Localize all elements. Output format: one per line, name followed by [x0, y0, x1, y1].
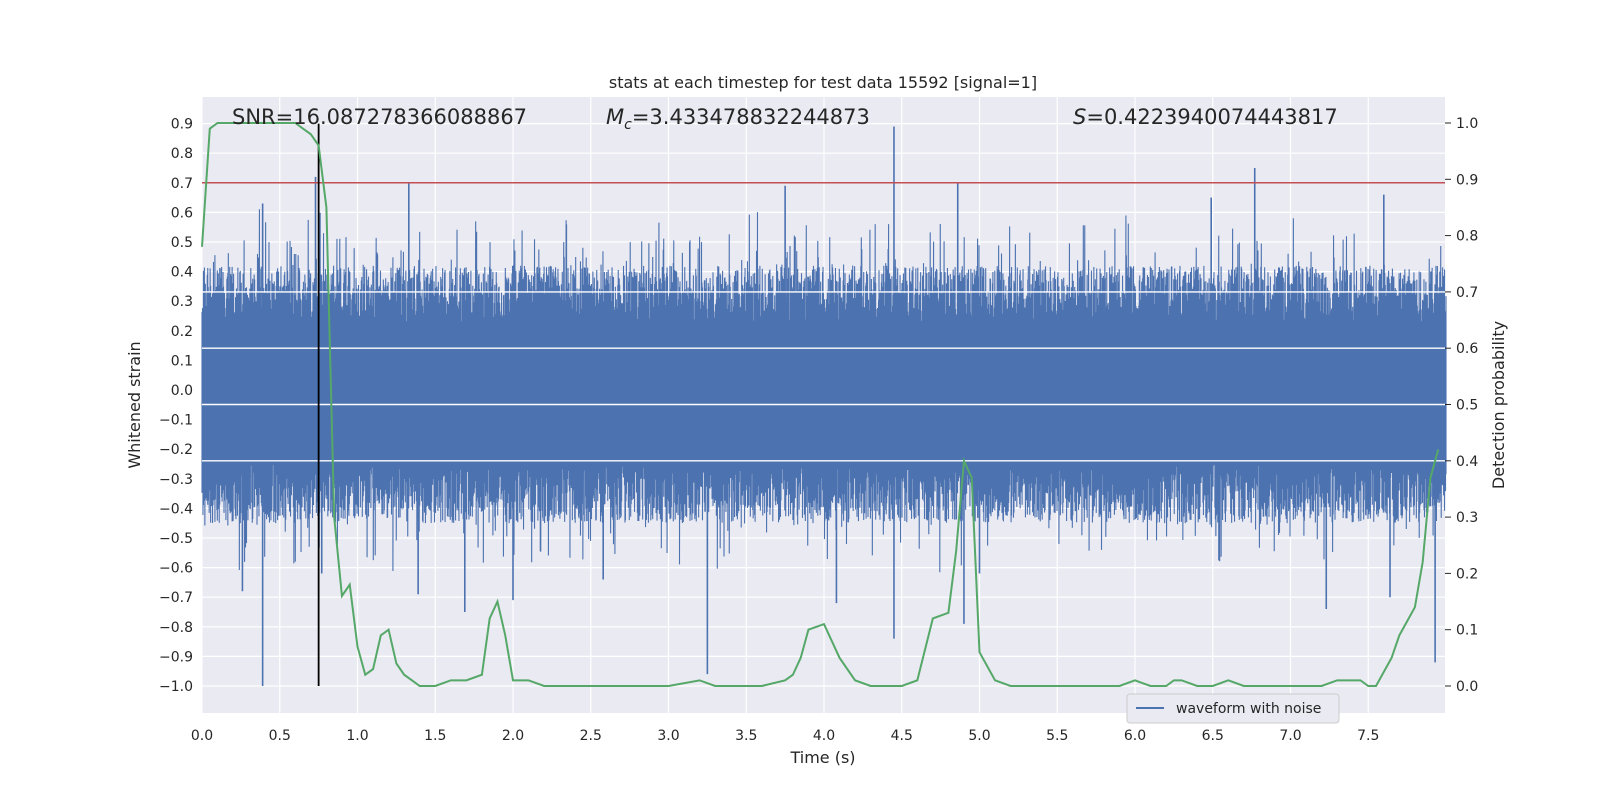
y-tick-label-left: 0.5: [171, 235, 193, 251]
y-tick-label-right: 0.2: [1456, 566, 1478, 582]
y-tick-label-left: 0.3: [171, 294, 193, 310]
y-tick-label-left: −0.7: [159, 590, 193, 606]
x-tick-label: 2.0: [502, 728, 524, 744]
snr-annotation: SNR=16.087278366088867: [232, 105, 527, 129]
x-tick-label: 5.0: [968, 728, 990, 744]
y-tick-label-left: 0.8: [171, 146, 193, 162]
y-tick-label-left: −0.3: [159, 472, 193, 488]
legend: waveform with noise: [1126, 693, 1340, 724]
s-value: =0.4223940074443817: [1086, 105, 1337, 129]
y-tick-label-left: 0.2: [171, 324, 193, 340]
legend-entry-label: waveform with noise: [1176, 701, 1321, 717]
y-axis-label-right: Detection probability: [1489, 321, 1508, 489]
y-tick-label-right: 0.9: [1456, 172, 1478, 188]
chirp-mass-annotation: Mc=3.433478832244873: [606, 105, 870, 133]
y-tick-label-left: −1.0: [159, 679, 193, 695]
x-tick-label: 1.0: [346, 728, 368, 744]
y-tick-label-left: 0.6: [171, 205, 193, 221]
s-symbol: S: [1073, 105, 1086, 129]
y-tick-label-right: 0.1: [1456, 623, 1478, 639]
x-tick-label: 5.5: [1046, 728, 1068, 744]
y-tick-label-right: 1.0: [1456, 116, 1478, 132]
x-tick-label: 0.5: [269, 728, 291, 744]
chirp-mass-subscript: c: [624, 117, 632, 133]
y-tick-label-left: −0.9: [159, 649, 193, 665]
y-tick-label-left: −0.1: [159, 413, 193, 429]
y-tick-label-left: −0.2: [159, 442, 193, 458]
x-tick-label: 4.5: [891, 728, 913, 744]
y-tick-label-right: 0.7: [1456, 285, 1478, 301]
x-tick-label: 2.5: [580, 728, 602, 744]
x-tick-label: 6.0: [1124, 728, 1146, 744]
series-waveform-with-noise: [201, 126, 1447, 686]
y-tick-label-left: −0.6: [159, 561, 193, 577]
y-tick-label-left: −0.8: [159, 620, 193, 636]
y-tick-label-right: 0.6: [1456, 341, 1478, 357]
x-tick-label: 7.0: [1279, 728, 1301, 744]
x-tick-label: 6.5: [1202, 728, 1224, 744]
x-tick-label: 3.5: [735, 728, 757, 744]
y-axis-left-ticks: 0.9 0.8 0.7 0.6 0.5 0.4 0.3 0.2 0.1 0.0 −0.1 −0.2 −0…: [159, 117, 193, 695]
y-tick-label-left: 0.0: [171, 383, 193, 399]
chirp-mass-value: =3.433478832244873: [632, 105, 870, 129]
y-tick-label-left: 0.1: [171, 353, 193, 369]
y-tick-label-right: 0.3: [1456, 510, 1478, 526]
x-axis-ticks: 0.0 0.5 1.0 1.5 2.0 2.5 3.0 3.5 4.0 4.5 5.0 5.5 6.0 6…: [191, 728, 1380, 744]
chirp-mass-symbol: M: [606, 105, 624, 129]
y-axis-label-left: Whitened strain: [125, 341, 144, 468]
y-tick-label-left: 0.4: [171, 265, 193, 281]
y-tick-label-right: 0.8: [1456, 229, 1478, 245]
y-tick-label-left: −0.4: [159, 501, 193, 517]
y-tick-label-right: 0.4: [1456, 454, 1478, 470]
y-tick-label-right: 0.0: [1456, 679, 1478, 695]
y-tick-label-left: 0.7: [171, 176, 193, 192]
y-tick-label-left: −0.5: [159, 531, 193, 547]
legend-box: [1126, 693, 1340, 724]
overlay-lines: [202, 123, 1445, 686]
x-tick-label: 3.0: [657, 728, 679, 744]
x-axis-label: Time (s): [789, 748, 855, 767]
x-tick-label: 4.0: [813, 728, 835, 744]
detection-probability-line: [201, 122, 1440, 687]
chart-title: stats at each timestep for test data 155…: [609, 73, 1037, 92]
s-annotation: S=0.4223940074443817: [1073, 105, 1338, 129]
x-tick-label: 7.5: [1357, 728, 1379, 744]
y-tick-label-left: 0.9: [171, 117, 193, 133]
y-axis-right-ticks: 1.0 0.9 0.8 0.7 0.6 0.5 0.4 0.3 0.2 0.1 0.0: [1445, 116, 1478, 695]
y-tick-label-right: 0.5: [1456, 398, 1478, 414]
x-tick-label: 0.0: [191, 728, 213, 744]
series-detection-probability: [201, 122, 1440, 687]
x-tick-label: 1.5: [424, 728, 446, 744]
horizontal-band-lines: [202, 291, 1445, 462]
